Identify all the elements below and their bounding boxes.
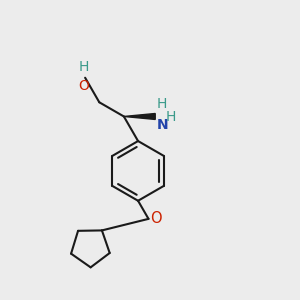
Text: O: O <box>150 212 162 226</box>
Text: O: O <box>78 79 89 93</box>
Text: H: H <box>157 97 167 111</box>
Text: H: H <box>166 110 176 124</box>
Polygon shape <box>124 113 155 119</box>
Text: N: N <box>157 118 168 132</box>
Text: H: H <box>78 60 89 74</box>
